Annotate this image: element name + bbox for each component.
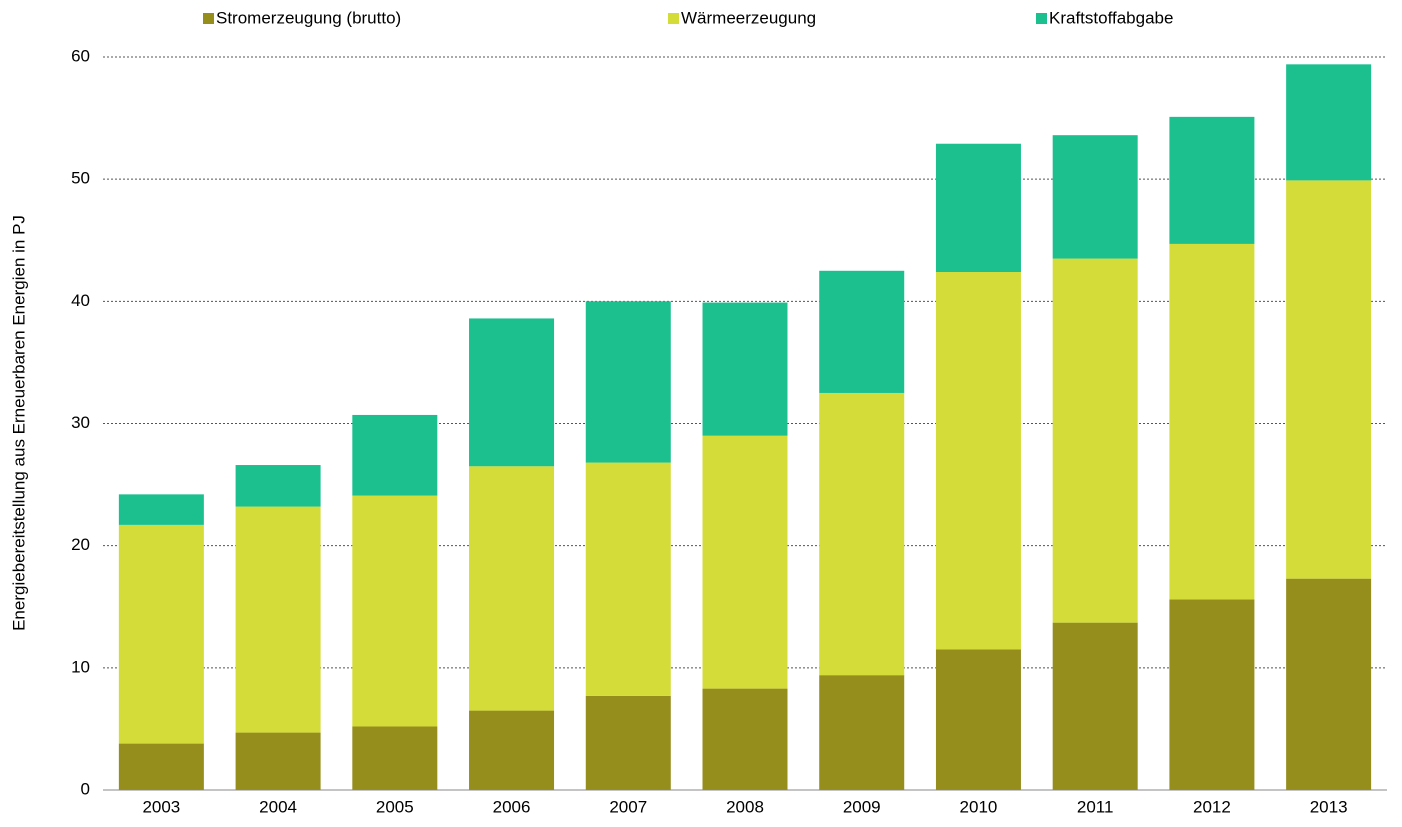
bar-segment [702,688,788,790]
y-tick-label: 50 [71,169,90,188]
bar-segment [352,495,438,727]
bar-segment [1169,243,1255,600]
y-tick-label: 30 [71,413,90,432]
bar-segment [819,392,905,676]
y-tick-label: 60 [71,46,90,65]
bar-segment [935,143,1021,273]
bar-segment [1286,64,1372,181]
bar-segment [469,466,555,711]
y-tick-label: 20 [71,535,90,554]
bar-segment [235,732,321,790]
bar-segment [118,524,204,744]
legend-label: Stromerzeugung (brutto) [216,8,401,27]
bar-segment [702,302,788,436]
y-axis-label: Energiebereitstellung aus Erneuerbaren E… [9,215,28,631]
legend-label: Wärmeerzeugung [681,8,816,27]
bar-segment [1052,622,1138,790]
x-tick-label: 2005 [376,797,414,816]
bar-segment [585,462,671,696]
legend-swatch [1036,13,1047,24]
bar-segment [819,675,905,790]
bar-segment [352,414,438,496]
bar-segment [235,465,321,507]
bar-segment [702,435,788,689]
bar-segment [1052,135,1138,259]
bar-segment [118,743,204,790]
bar-segment [1169,116,1255,244]
bar-segment [1052,258,1138,623]
bar-segment [469,710,555,790]
y-tick-label: 40 [71,291,90,310]
y-tick-label: 0 [81,779,90,798]
bar-segment [935,649,1021,790]
x-tick-label: 2006 [493,797,531,816]
bar-segment [1286,578,1372,790]
bar-segment [819,270,905,393]
x-tick-label: 2011 [1077,797,1114,816]
x-tick-label: 2008 [726,797,764,816]
bar-segment [352,726,438,790]
bar-segment [585,301,671,463]
legend-label: Kraftstoffabgabe [1049,8,1173,27]
legend-swatch [203,13,214,24]
x-tick-label: 2003 [142,797,180,816]
x-tick-label: 2010 [960,797,998,816]
bar-segment [935,272,1021,650]
bar-segment [235,506,321,733]
x-tick-label: 2013 [1310,797,1348,816]
legend-swatch [668,13,679,24]
bar-segment [1169,599,1255,790]
bar-segment [469,318,555,467]
x-tick-label: 2012 [1193,797,1231,816]
x-tick-label: 2004 [259,797,297,816]
y-tick-label: 10 [71,657,90,676]
bar-segment [585,695,671,790]
bar-segment [118,494,204,525]
bar-segment [1286,180,1372,579]
x-tick-label: 2009 [843,797,881,816]
x-tick-label: 2007 [609,797,647,816]
